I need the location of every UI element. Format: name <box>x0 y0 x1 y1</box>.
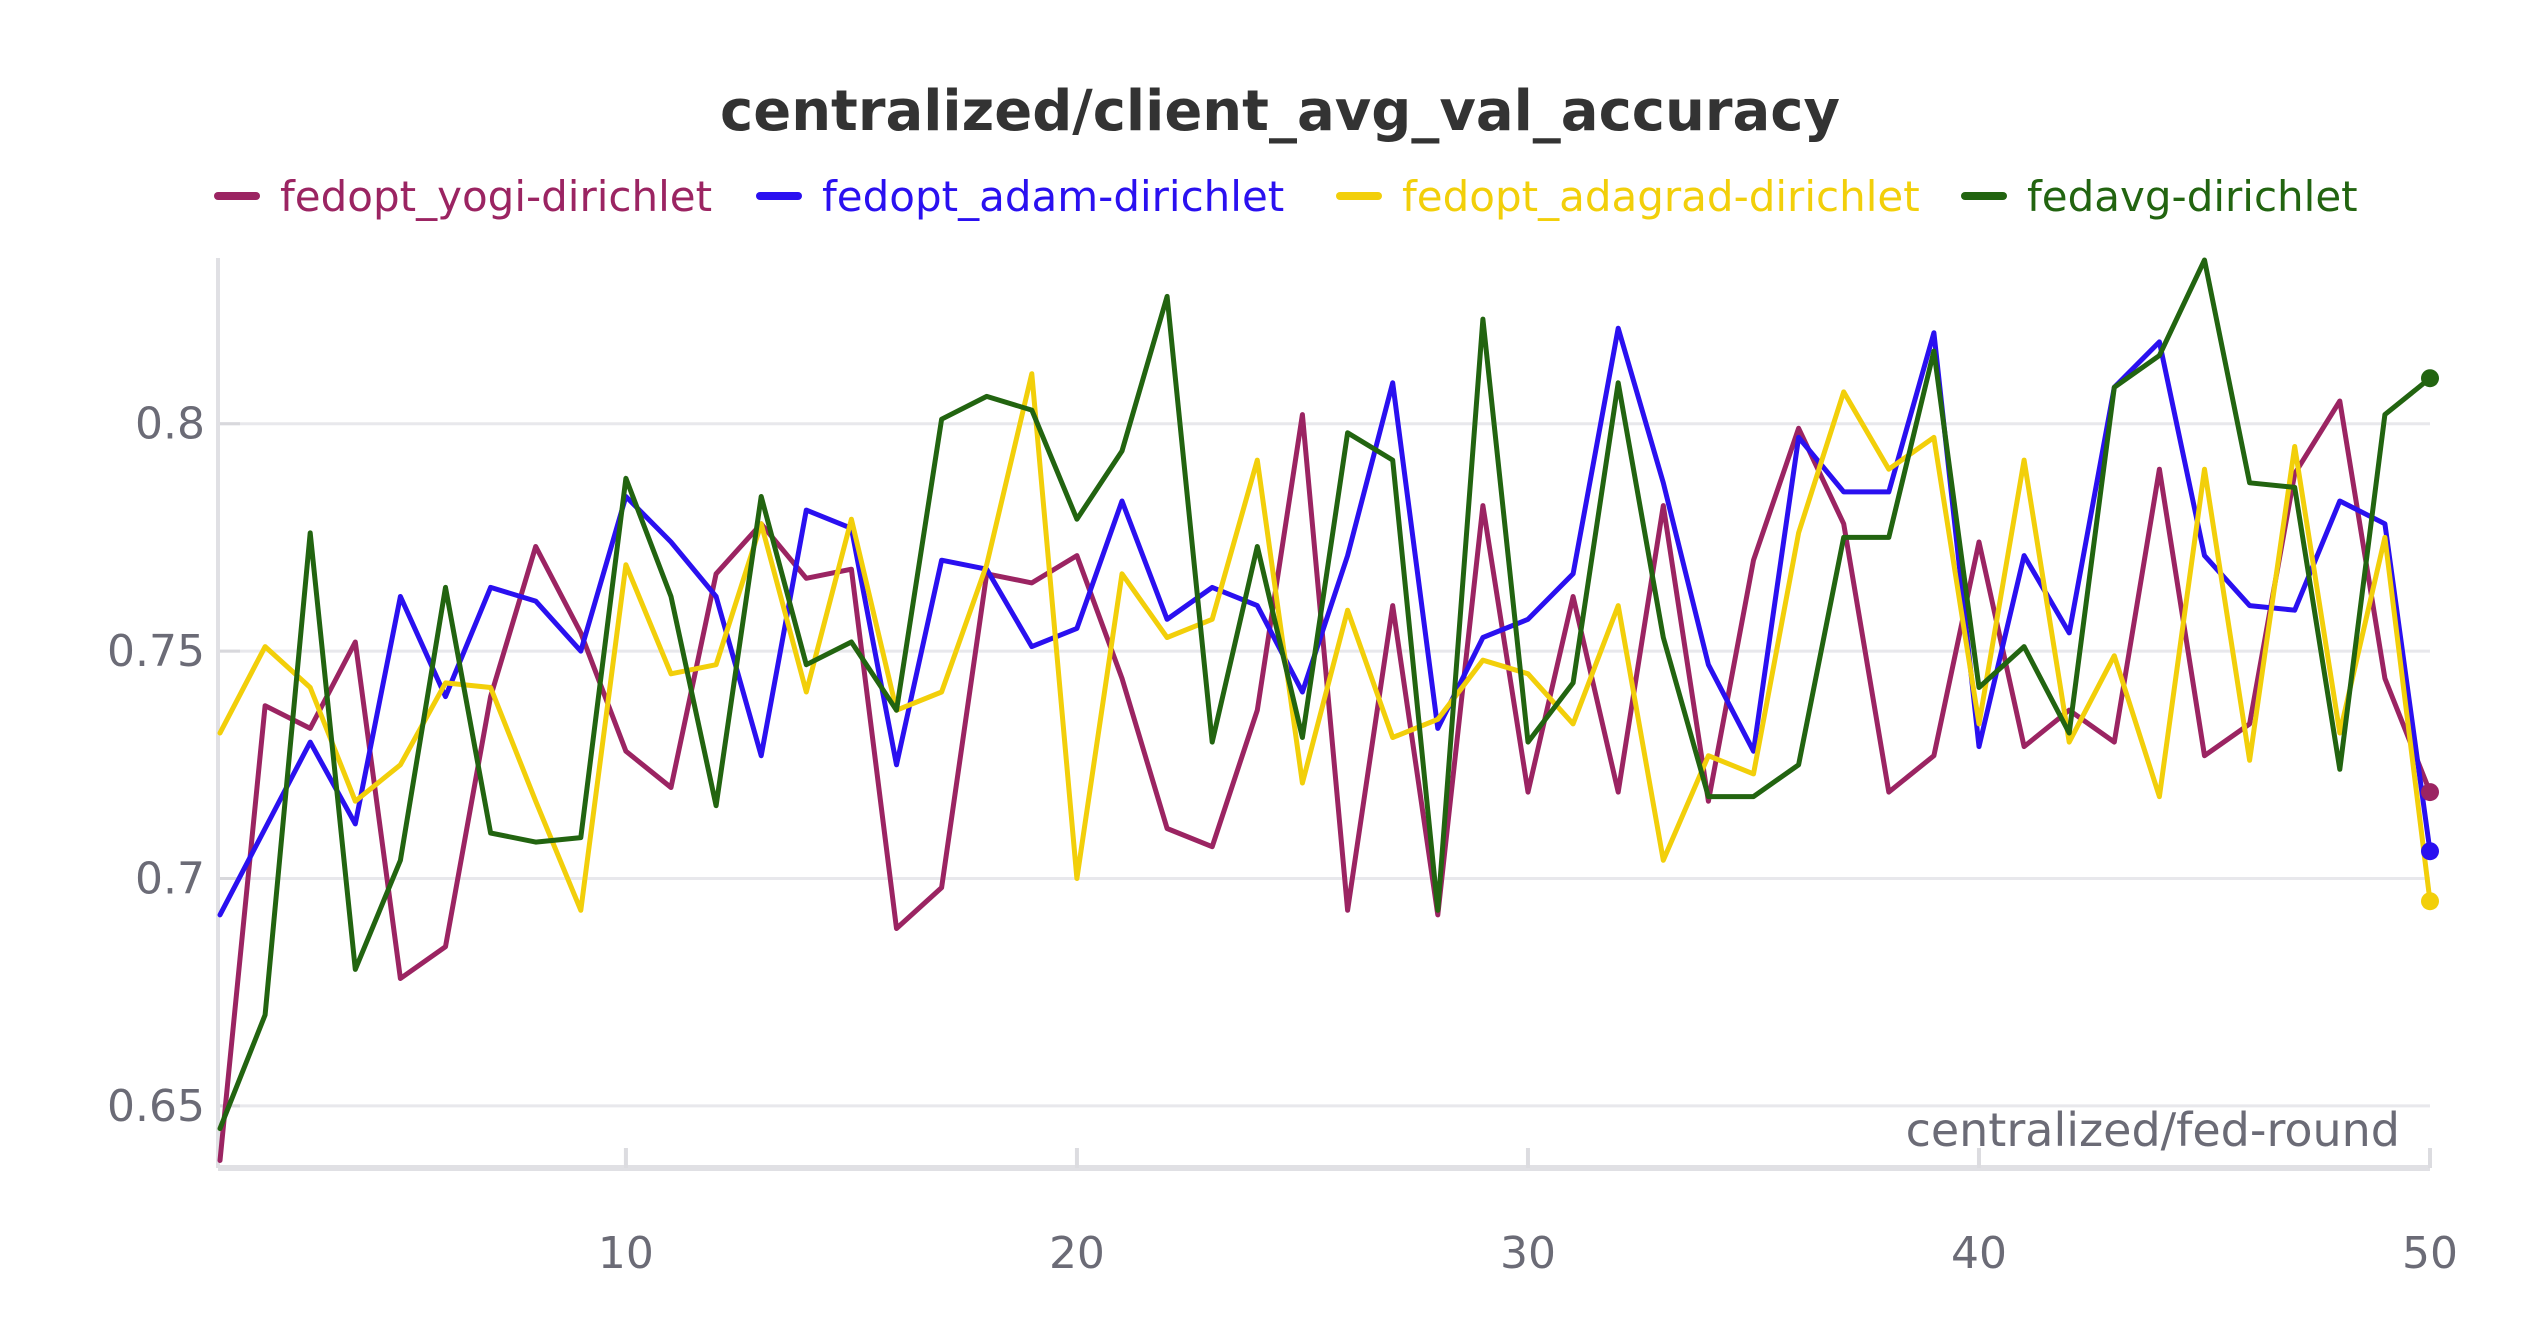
x-tick-label: 20 <box>1049 1228 1105 1279</box>
legend-label: fedavg-dirichlet <box>2027 172 2358 221</box>
legend-label: fedopt_yogi-dirichlet <box>280 172 712 221</box>
series-end-marker <box>2421 369 2439 388</box>
x-axis: 10 20 30 40 50 <box>218 1148 2458 1279</box>
x-tick-label: 50 <box>2402 1228 2458 1279</box>
x-axis-label: centralized/fed-round <box>1906 1103 2400 1157</box>
series-end-marker <box>2421 892 2439 911</box>
series-end-marker <box>2421 783 2439 802</box>
plot-area <box>217 257 2439 1163</box>
y-tick-label: 0.65 <box>107 1081 205 1132</box>
y-tick-label: 0.75 <box>107 626 205 677</box>
legend-item[interactable]: fedopt_adagrad-dirichlet <box>1336 172 1920 221</box>
x-tick-label: 10 <box>598 1228 654 1279</box>
chart-title: centralized/client_avg_val_accuracy <box>720 79 1840 144</box>
legend-item[interactable]: fedavg-dirichlet <box>1961 172 2358 221</box>
legend: fedopt_yogi-dirichlet fedopt_adam-dirichl… <box>214 172 2358 221</box>
legend-item[interactable]: fedopt_yogi-dirichlet <box>214 172 712 221</box>
y-axis: 0.65 0.7 0.75 0.8 <box>107 258 240 1168</box>
series-end-marker <box>2421 842 2439 861</box>
series-line-fedopt_adam-dirichlet <box>217 325 2433 918</box>
legend-label: fedopt_adagrad-dirichlet <box>1402 172 1920 221</box>
y-tick-label: 0.8 <box>135 399 205 450</box>
series-line-fedavg-dirichlet <box>217 257 2433 1132</box>
legend-label: fedopt_adam-dirichlet <box>822 172 1284 221</box>
series-line-fedopt_adagrad-dirichlet <box>217 371 2433 913</box>
x-tick-label: 30 <box>1500 1228 1556 1279</box>
x-tick-label: 40 <box>1951 1228 2007 1279</box>
y-tick-label: 0.7 <box>135 853 205 904</box>
legend-item[interactable]: fedopt_adam-dirichlet <box>756 172 1284 221</box>
